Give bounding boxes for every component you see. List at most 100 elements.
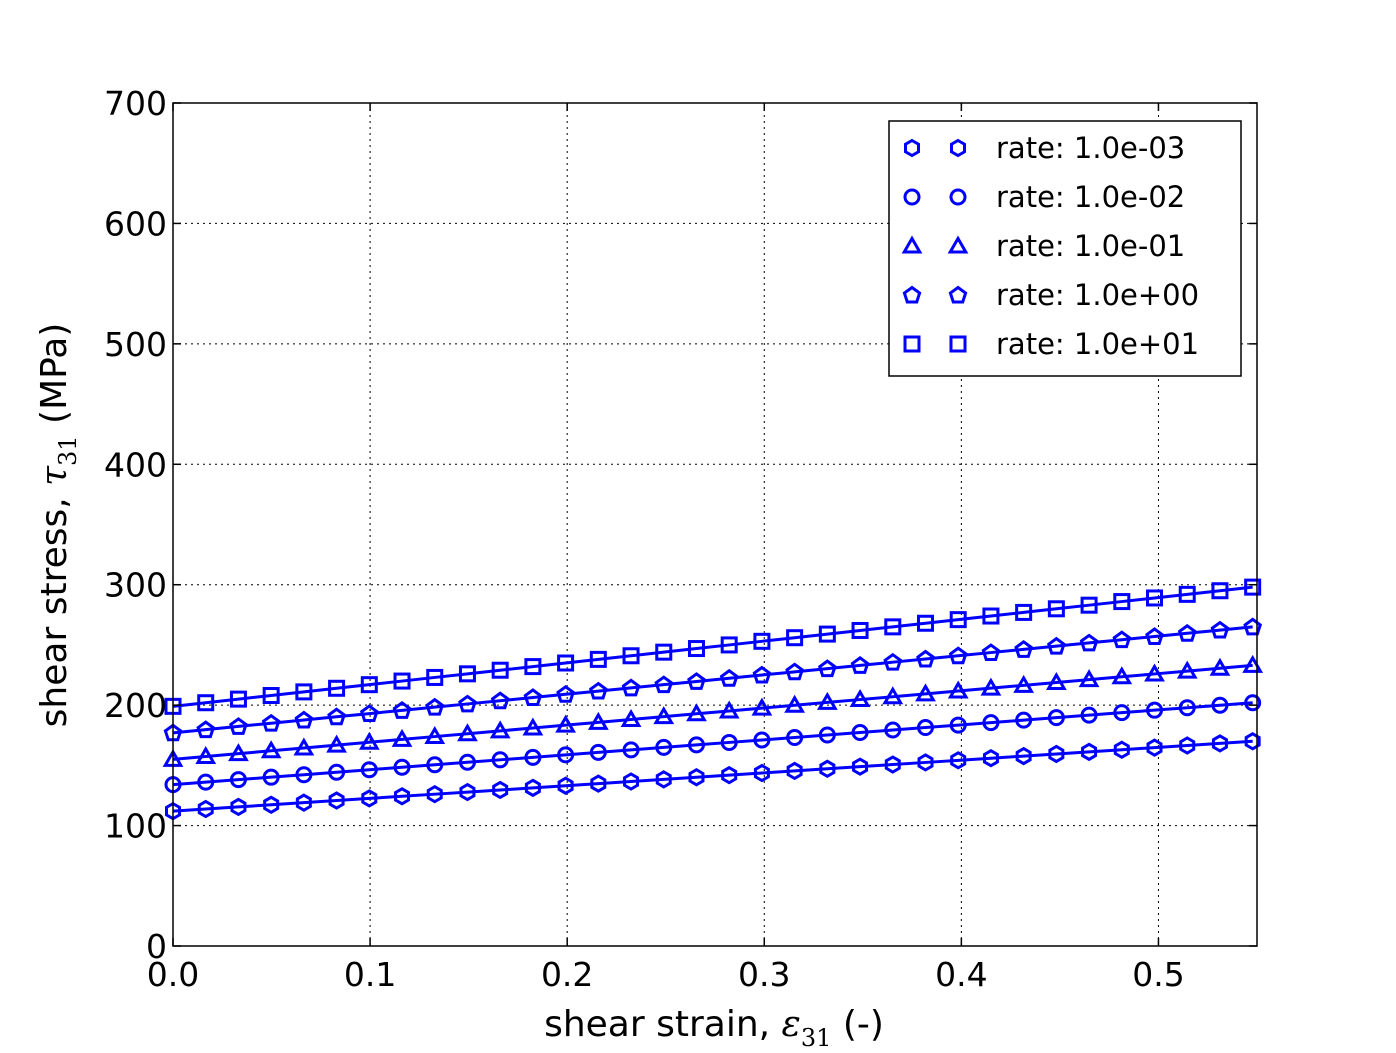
data-point-pentagon	[425, 697, 445, 716]
data-point-square	[1113, 593, 1131, 611]
data-point-hexagon	[230, 797, 247, 817]
legend-label: rate: 1.0e-02	[996, 180, 1185, 214]
data-point-square	[1146, 589, 1164, 607]
data-point-square	[622, 647, 640, 665]
data-point-triangle	[1209, 657, 1231, 676]
legend-label: rate: 1.0e+00	[996, 278, 1199, 312]
data-point-triangle	[947, 680, 969, 699]
data-point-circle	[262, 768, 280, 786]
data-point-triangle	[784, 694, 806, 713]
data-point-square	[1244, 578, 1262, 596]
data-point-pentagon	[1177, 623, 1197, 642]
data-point-triangle	[915, 683, 936, 702]
data-point-square	[687, 640, 705, 658]
data-point-hexagon	[1244, 732, 1261, 751]
data-point-pentagon	[817, 659, 837, 678]
data-point-triangle	[555, 714, 576, 733]
data-point-square	[557, 654, 575, 672]
data-point-circle	[491, 751, 509, 769]
data-point-square	[916, 614, 934, 632]
legend-label: rate: 1.0e-03	[996, 131, 1185, 165]
data-point-hexagon	[263, 795, 280, 815]
data-point-circle	[1211, 696, 1229, 714]
data-point-hexagon	[295, 793, 312, 812]
data-point-circle	[949, 716, 967, 734]
series-line-1	[172, 739, 1253, 813]
data-point-square	[524, 658, 542, 676]
data-point-hexagon	[557, 776, 574, 795]
data-point-circle	[916, 719, 934, 737]
data-point-circle	[524, 748, 542, 766]
data-point-hexagon	[328, 791, 345, 810]
series-markers	[162, 578, 1264, 821]
data-point-triangle	[358, 731, 380, 750]
data-point-circle	[1146, 701, 1164, 719]
data-point-hexagon	[982, 748, 999, 768]
data-point-triangle	[1013, 674, 1035, 693]
data-point-circle	[1244, 694, 1262, 712]
y-tick-label: 400	[104, 445, 167, 484]
x-tick-label: 0.4	[935, 955, 987, 994]
series-line-3	[172, 663, 1253, 761]
x-tick-label: 0.2	[541, 955, 593, 994]
data-point-hexagon	[852, 757, 869, 776]
data-point-pentagon	[687, 672, 706, 690]
data-point-hexagon	[721, 765, 738, 785]
data-point-circle	[851, 724, 869, 742]
data-point-triangle	[980, 677, 1002, 696]
data-point-pentagon	[327, 707, 346, 726]
data-point-circle	[655, 738, 673, 756]
tick-labels: 0.0 0.1 0.2 0.3 0.4 0.5 0 100 200 300 400 500 600 700	[104, 84, 1185, 994]
data-point-circle	[1015, 711, 1033, 729]
data-point-square	[786, 629, 804, 647]
data-point-square	[720, 636, 738, 654]
data-point-pentagon	[261, 713, 281, 732]
data-point-triangle	[260, 740, 282, 759]
data-point-square	[949, 611, 967, 629]
data-point-hexagon	[623, 772, 640, 791]
data-point-square	[1178, 585, 1196, 603]
data-point-hexagon	[394, 787, 411, 806]
data-point-square	[229, 690, 247, 708]
series-line-4	[172, 625, 1253, 735]
data-point-square	[1211, 582, 1229, 600]
data-point-hexagon	[426, 784, 443, 804]
data-point-pentagon	[719, 668, 739, 687]
data-point-circle	[884, 721, 902, 739]
data-point-circle	[295, 766, 313, 784]
legend-label: rate: 1.0e+01	[996, 327, 1199, 361]
x-tick-label: 0.3	[738, 955, 790, 994]
data-point-triangle	[686, 703, 707, 722]
data-point-square	[851, 621, 869, 639]
y-tick-label: 200	[104, 686, 167, 725]
data-point-pentagon	[490, 691, 510, 710]
data-point-triangle	[587, 711, 609, 730]
legend-label: rate: 1.0e-01	[996, 229, 1185, 263]
data-point-square	[1015, 603, 1033, 621]
data-point-pentagon	[883, 652, 903, 671]
data-point-circle	[687, 736, 705, 754]
data-point-triangle	[457, 723, 478, 742]
legend: rate: 1.0e-03 rate: 1.0e-02 rate: 1.0e-01 r…	[888, 120, 1242, 377]
data-point-hexagon	[753, 763, 770, 783]
data-point-triangle	[1242, 654, 1264, 673]
data-point-pentagon	[752, 665, 772, 684]
data-point-pentagon	[1079, 633, 1099, 652]
data-point-pentagon	[785, 662, 804, 681]
data-point-circle	[720, 733, 738, 751]
data-point-square	[982, 607, 1000, 625]
data-point-triangle	[1144, 663, 1165, 682]
data-point-triangle	[522, 717, 544, 736]
data-point-pentagon	[948, 646, 968, 665]
data-point-triangle	[816, 691, 838, 710]
x-tick-label: 0.5	[1132, 955, 1184, 994]
data-point-circle	[982, 714, 1000, 732]
data-point-hexagon	[1048, 744, 1065, 764]
data-point-triangle	[489, 720, 511, 739]
data-point-square	[393, 672, 411, 690]
y-axis-label: shear stress, τ31 (MPa)	[34, 323, 82, 728]
data-point-pentagon	[916, 649, 935, 668]
data-point-hexagon	[197, 799, 214, 819]
data-point-pentagon	[1046, 636, 1066, 655]
x-axis-label: shear strain, ε31 (-)	[544, 1004, 884, 1052]
